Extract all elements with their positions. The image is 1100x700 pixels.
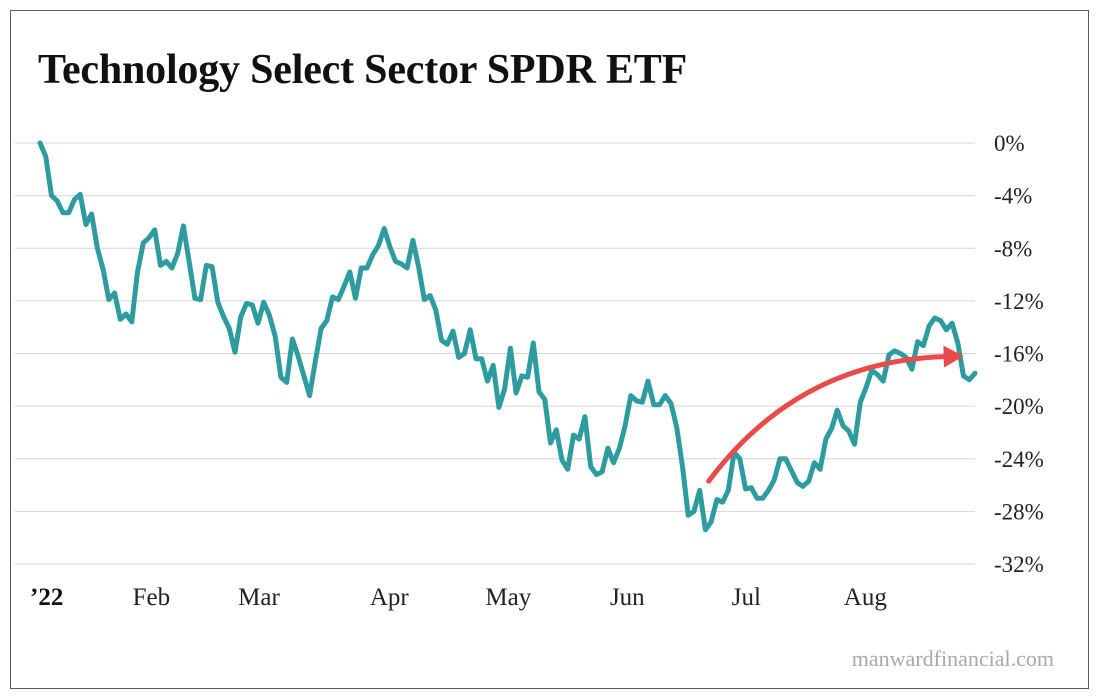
arrow-curve xyxy=(706,354,951,484)
y-tick-label: -24% xyxy=(994,447,1044,472)
y-tick-label: 0% xyxy=(994,131,1025,156)
annotation-layer xyxy=(706,345,964,484)
chart-title: Technology Select Sector SPDR ETF xyxy=(38,47,688,93)
y-tick-label: -16% xyxy=(994,342,1044,367)
y-tick-label: -32% xyxy=(994,552,1044,577)
source-watermark: manwardfinancial.com xyxy=(851,646,1054,671)
y-tick-label: -20% xyxy=(994,394,1044,419)
x-tick-label: Feb xyxy=(133,584,171,611)
x-tick-label: Mar xyxy=(238,584,280,611)
x-tick-label: May xyxy=(485,584,531,611)
x-axis-labels: ’22 Feb Mar Apr May Jun Jul Aug xyxy=(30,584,887,611)
x-tick-label: Aug xyxy=(844,584,888,611)
series-line xyxy=(37,140,978,533)
x-tick-label: Jun xyxy=(610,584,645,611)
y-tick-label: -28% xyxy=(994,499,1044,524)
grid-layer xyxy=(15,142,975,565)
y-axis-labels: 0% -4% -8% -12% -16% -20% -24% -28% -32% xyxy=(994,131,1044,577)
x-tick-label: Apr xyxy=(370,584,410,611)
x-tick-label: ’22 xyxy=(30,584,63,611)
series-layer xyxy=(37,140,978,533)
y-tick-label: -8% xyxy=(994,236,1032,261)
chart-frame xyxy=(10,10,1089,689)
y-tick-label: -12% xyxy=(994,289,1044,314)
arrow-head xyxy=(943,345,964,368)
x-tick-label: Jul xyxy=(732,584,761,611)
y-tick-label: -4% xyxy=(994,184,1032,209)
